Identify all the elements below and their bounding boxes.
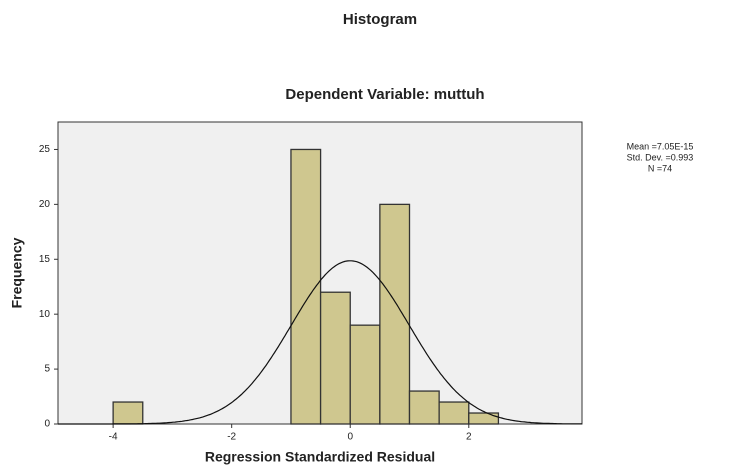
- bar: [379, 203, 411, 425]
- normal-curve: [58, 260, 582, 425]
- y-tick-label: 25: [39, 144, 51, 155]
- x-tick-label: 0: [347, 432, 353, 443]
- stat-label: Mean =7.05E-15: [627, 141, 694, 151]
- bar: [468, 412, 500, 425]
- y-tick-label: 20: [39, 199, 51, 210]
- bar: [438, 401, 470, 425]
- x-tick-label: 2: [466, 432, 472, 443]
- y-tick-label: 10: [39, 309, 51, 320]
- bar: [349, 324, 381, 425]
- stat-label: N =74: [648, 163, 672, 173]
- bar: [319, 291, 351, 425]
- bar: [408, 390, 440, 425]
- y-axis-title: Frequency: [9, 237, 25, 308]
- y-tick-label: 0: [44, 419, 50, 430]
- y-tick-label: 15: [39, 254, 51, 265]
- x-tick-label: -4: [109, 432, 118, 443]
- stat-label: Std. Dev. =0.993: [627, 152, 694, 162]
- x-axis-title: Regression Standardized Residual: [205, 449, 435, 465]
- chart-subtitle: Dependent Variable: muttuh: [285, 86, 484, 103]
- bar: [112, 401, 144, 425]
- y-tick-label: 5: [44, 364, 50, 375]
- chart-title: Histogram: [343, 11, 417, 28]
- x-tick-label: -2: [227, 432, 236, 443]
